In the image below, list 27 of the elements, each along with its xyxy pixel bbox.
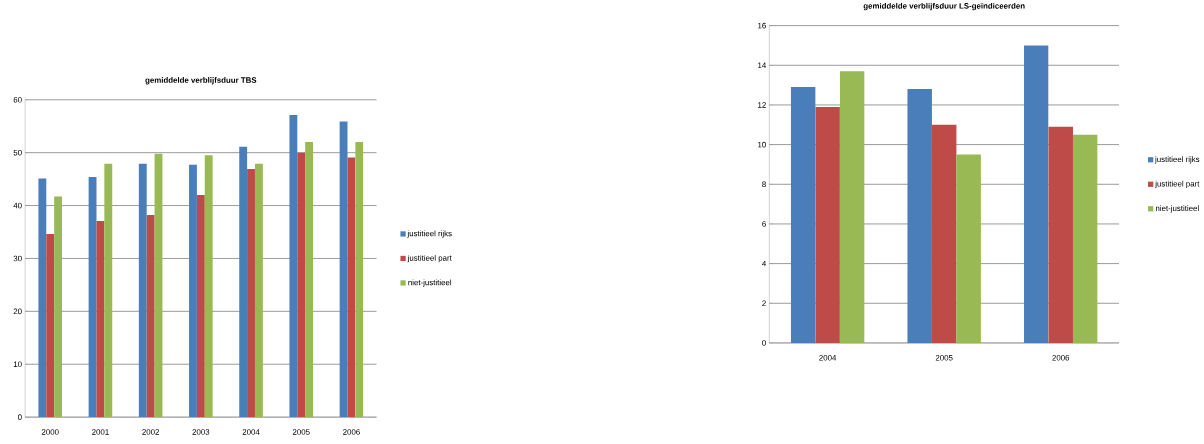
bar bbox=[46, 234, 55, 418]
bar bbox=[1024, 45, 1049, 343]
bar bbox=[204, 155, 213, 418]
bar bbox=[239, 146, 248, 418]
bar bbox=[138, 163, 147, 418]
bar bbox=[815, 106, 840, 343]
bar bbox=[297, 152, 306, 418]
bar bbox=[790, 87, 816, 343]
bar bbox=[839, 71, 865, 343]
bar bbox=[289, 115, 298, 418]
bar bbox=[931, 124, 957, 343]
bar bbox=[339, 121, 348, 418]
bar bbox=[956, 154, 981, 343]
bar bbox=[1048, 126, 1073, 343]
bar bbox=[38, 178, 47, 418]
bar bbox=[196, 194, 205, 418]
bar bbox=[254, 163, 263, 418]
bar bbox=[305, 142, 314, 418]
bar bbox=[1072, 134, 1098, 343]
bar bbox=[54, 196, 63, 418]
bar bbox=[189, 164, 197, 418]
bar bbox=[355, 142, 364, 418]
bar bbox=[104, 163, 113, 418]
bar bbox=[247, 169, 255, 418]
bar bbox=[907, 89, 932, 343]
bar bbox=[146, 215, 155, 418]
bar bbox=[96, 220, 105, 418]
